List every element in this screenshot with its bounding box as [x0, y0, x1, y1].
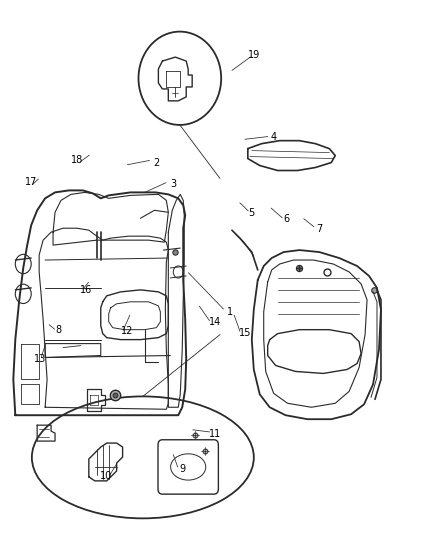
Text: 13: 13	[35, 354, 47, 364]
Text: 2: 2	[153, 158, 159, 168]
Text: 6: 6	[283, 214, 290, 224]
Text: 18: 18	[71, 156, 84, 165]
Text: 19: 19	[248, 51, 260, 60]
Text: 8: 8	[55, 325, 61, 335]
Text: 7: 7	[316, 224, 322, 235]
Text: 10: 10	[100, 471, 112, 481]
Text: 5: 5	[248, 208, 255, 219]
Text: 14: 14	[208, 317, 221, 327]
Text: 9: 9	[179, 464, 185, 474]
Text: 16: 16	[80, 285, 92, 295]
Text: 3: 3	[170, 179, 177, 189]
Text: 15: 15	[239, 328, 251, 338]
Text: 4: 4	[270, 132, 276, 142]
Text: 17: 17	[25, 176, 37, 187]
Text: 12: 12	[121, 326, 134, 336]
Text: 11: 11	[208, 429, 221, 439]
Text: 1: 1	[227, 306, 233, 317]
